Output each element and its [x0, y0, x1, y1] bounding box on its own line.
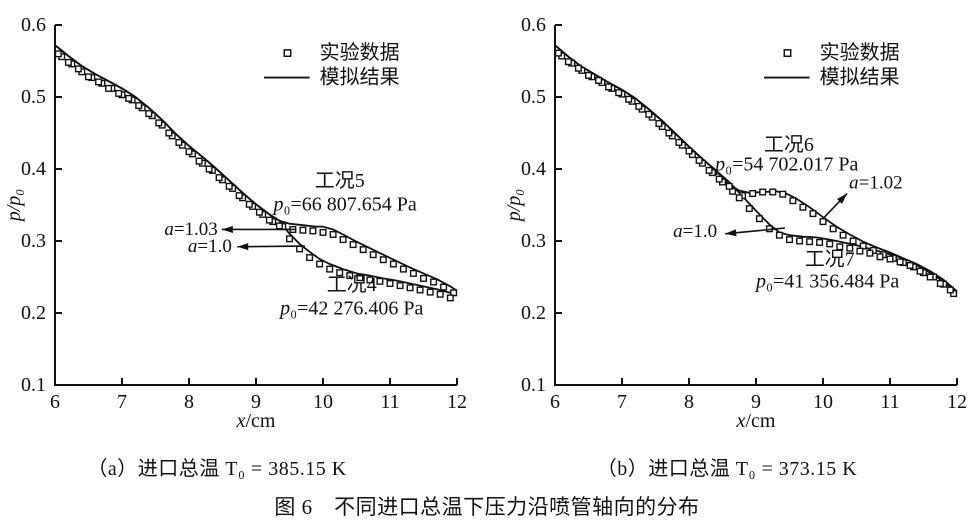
exp-points	[54, 50, 454, 302]
svg-text:0.6: 0.6	[21, 14, 46, 36]
series	[554, 44, 958, 298]
svg-text:0.5: 0.5	[521, 86, 546, 108]
svg-text:12: 12	[447, 391, 467, 413]
svg-text:7: 7	[617, 391, 627, 413]
legend-label: 模拟结果	[820, 66, 900, 89]
axis-titles: x/cm p/p₀	[3, 189, 276, 432]
annotation-label: p₀=66 807.654 Pa	[271, 193, 416, 215]
annotation-label: p₀=42 276.406 Pa	[278, 298, 423, 320]
figure-caption: 图 6 不同进口总温下压力沿喷管轴向的分布	[274, 495, 700, 519]
annotation-label: a=1.0	[673, 220, 717, 241]
annotation-label: 工况4	[327, 274, 377, 296]
svg-text:9: 9	[251, 391, 261, 413]
axis-titles: x/cm p/p₀	[503, 189, 776, 432]
svg-text:0.1: 0.1	[21, 374, 46, 396]
subcaption-b: （b）进口总温 T₀ = 373.15 K	[596, 458, 858, 480]
svg-text:6: 6	[550, 391, 560, 413]
exp-points	[554, 49, 954, 294]
x-axis-title: x/cm	[236, 410, 276, 432]
legend-square-marker	[783, 49, 792, 58]
x-axis-title: x/cm	[736, 410, 776, 432]
svg-text:0.4: 0.4	[21, 158, 46, 180]
series	[54, 44, 458, 302]
annotation-label: 工况6	[764, 134, 814, 156]
svg-text:0.4: 0.4	[521, 158, 546, 180]
svg-text:0.2: 0.2	[21, 302, 46, 324]
y-axis-title: p/p₀	[503, 189, 525, 224]
y-axis-title: p/p₀	[3, 189, 25, 224]
annotation-label: a=1.0	[188, 236, 232, 257]
svg-text:0.1: 0.1	[521, 374, 546, 396]
chart-a: 6 7 8 9 10 11 12 0.1 0.2 0.3 0.4 0.5 0.6 x/cm p/p₀ 实验数据…	[3, 14, 467, 432]
svg-text:7: 7	[117, 391, 127, 413]
svg-text:8: 8	[684, 391, 694, 413]
pressure-distribution-charts: 6 7 8 9 10 11 12 0.1 0.2 0.3 0.4 0.5 0.6 x/cm p/p₀ 实验数据…	[3, 14, 967, 432]
annotation-label: p₀=41 356.484 Pa	[754, 270, 899, 292]
svg-text:12: 12	[947, 391, 967, 413]
axes	[54, 24, 458, 386]
annotation-arrow	[237, 245, 305, 248]
svg-text:0.3: 0.3	[21, 230, 46, 252]
svg-text:0.5: 0.5	[21, 86, 46, 108]
svg-text:6: 6	[50, 391, 60, 413]
svg-text:8: 8	[184, 391, 194, 413]
svg-text:10: 10	[813, 391, 833, 413]
legend-label: 模拟结果	[320, 66, 400, 89]
tick-labels: 6 7 8 9 10 11 12 0.1 0.2 0.3 0.4 0.5 0.6	[21, 14, 467, 413]
svg-text:10: 10	[313, 391, 333, 413]
sim-line	[54, 44, 458, 296]
annotation-label: 工况7	[805, 249, 855, 271]
svg-text:11: 11	[880, 391, 899, 413]
svg-text:0.6: 0.6	[521, 14, 546, 36]
tick-labels: 6 7 8 9 10 11 12 0.1 0.2 0.3 0.4 0.5 0.6	[521, 14, 967, 413]
svg-text:0.2: 0.2	[521, 302, 546, 324]
annotation-label: a=1.03	[164, 218, 217, 239]
annotation-label: p₀=54 702.017 Pa	[713, 154, 858, 176]
chart-b: 6 7 8 9 10 11 12 0.1 0.2 0.3 0.4 0.5 0.6 x/cm p/p₀ 实验数据…	[503, 14, 967, 432]
legend-square-marker	[283, 49, 292, 58]
annotation-label: a=1.02	[849, 172, 902, 193]
svg-text:0.3: 0.3	[521, 230, 546, 252]
legend-label: 实验数据	[320, 41, 400, 64]
axes	[554, 24, 958, 386]
subcaption-a: （a）进口总温 T₀ = 385.15 K	[87, 458, 347, 480]
annotation-label: 工况5	[315, 170, 365, 192]
svg-text:11: 11	[380, 391, 399, 413]
legend-label: 实验数据	[820, 41, 900, 64]
svg-text:9: 9	[751, 391, 761, 413]
